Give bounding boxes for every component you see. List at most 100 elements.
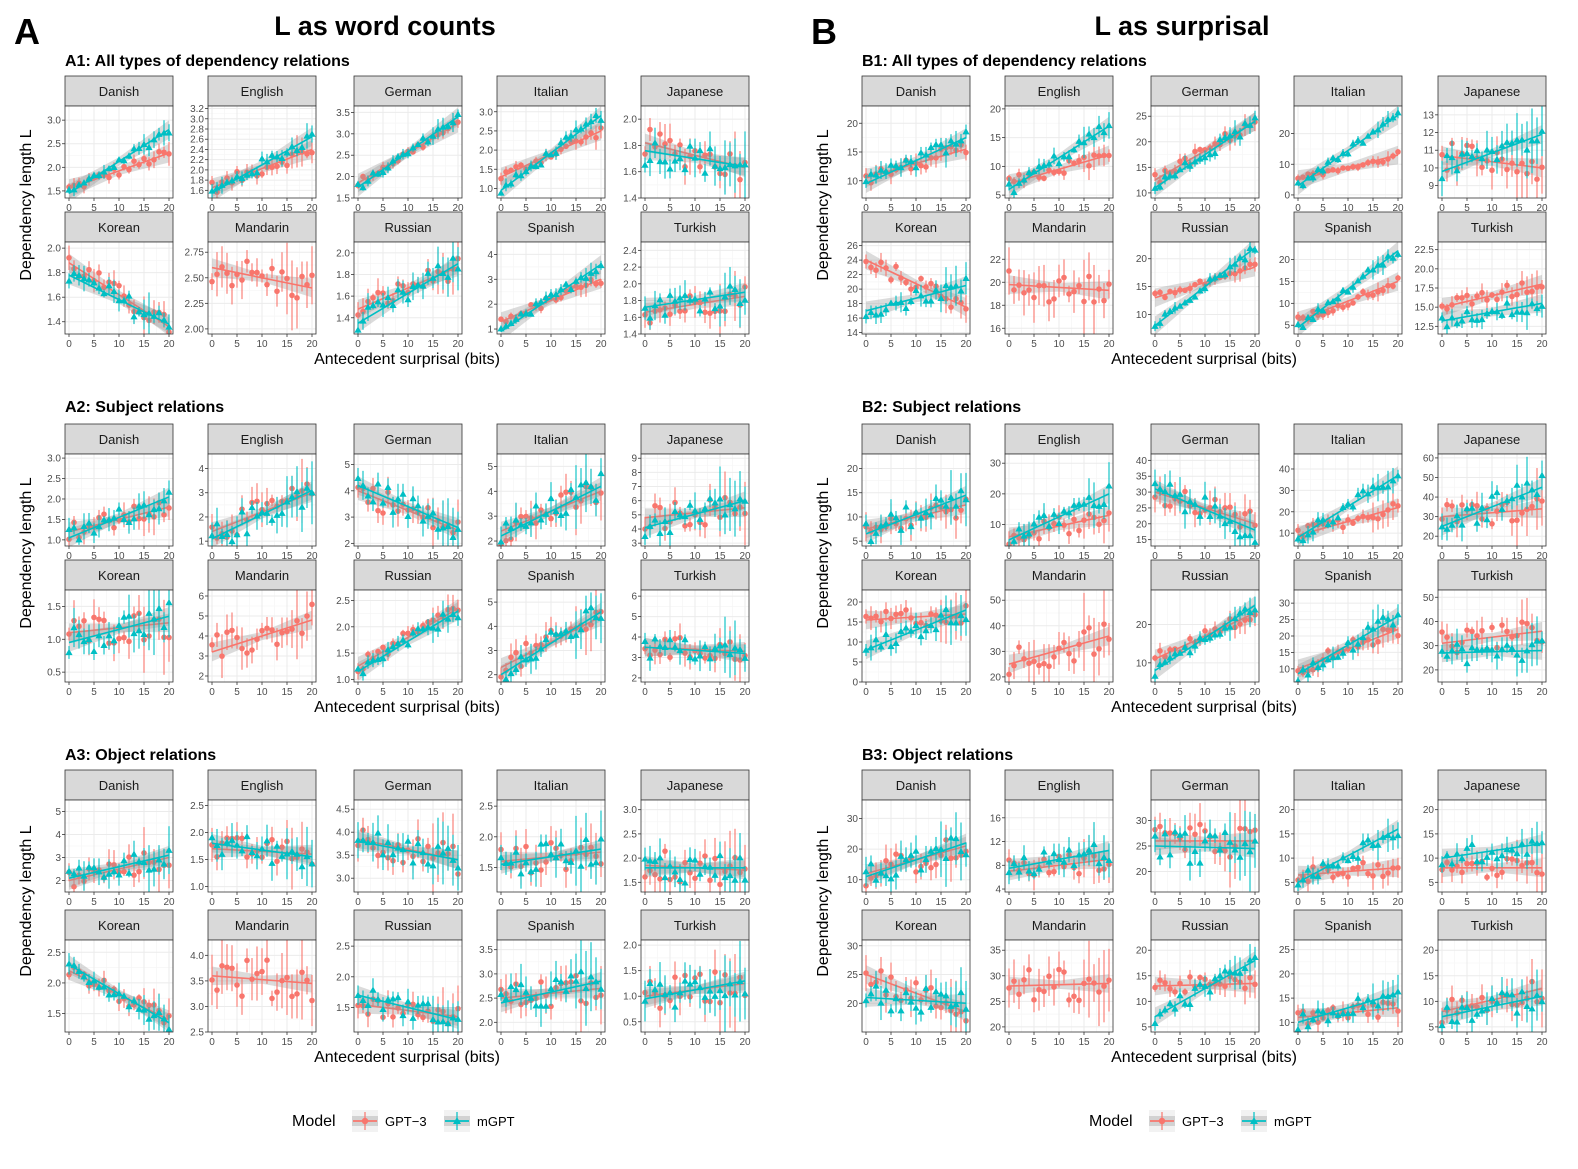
mgpt-fit-line	[68, 128, 170, 194]
gpt3-point	[1101, 297, 1107, 304]
mgpt-point	[110, 163, 118, 170]
panel-border	[496, 799, 606, 893]
mgpt-point	[1065, 152, 1073, 160]
facet-label: Japanese	[667, 778, 723, 793]
data-layer	[354, 978, 462, 1032]
gpt3-point	[1345, 302, 1351, 308]
x-tick-label: 15	[427, 339, 439, 350]
panel-border	[640, 453, 750, 547]
mgpt-fit-line	[357, 262, 459, 324]
mgpt-point	[577, 481, 585, 488]
mgpt-point	[379, 1005, 387, 1013]
mgpt-point	[399, 636, 407, 643]
mgpt-point	[80, 522, 88, 530]
gpt3-point	[209, 179, 215, 186]
mgpt-point	[711, 871, 719, 878]
y-tick-label: 2.0	[623, 279, 637, 290]
y-tick-label: 10	[1423, 163, 1435, 174]
x-tick-label: 10	[545, 551, 557, 562]
y-tick-label: 15	[1279, 277, 1291, 288]
mgpt-point	[711, 304, 719, 312]
mgpt-point	[676, 154, 684, 162]
gpt3-point	[893, 263, 899, 270]
mgpt-fit-line	[211, 489, 313, 540]
mgpt-point	[877, 166, 885, 173]
x-tick-label: 10	[402, 687, 414, 698]
mgpt-fit-line	[68, 963, 170, 1024]
mgpt-point	[308, 860, 316, 867]
data-layer	[498, 590, 605, 682]
gpt3-point	[518, 513, 524, 520]
y-tick-label: 2	[487, 670, 493, 681]
mgpt-point	[65, 525, 73, 532]
gpt3-point	[672, 636, 678, 642]
mgpt-point	[721, 163, 729, 171]
y-tick-label: 4.0	[190, 951, 204, 962]
gpt3-point	[224, 629, 230, 636]
y-tick-label: 3.0	[47, 116, 61, 127]
mgpt-point	[213, 520, 221, 527]
mgpt-point	[424, 138, 432, 145]
section-title: A1: All types of dependency relations	[65, 53, 350, 70]
gpt3-point	[244, 854, 250, 860]
gpt3-fit-line	[1008, 283, 1110, 292]
y-tick-label: 2.0	[47, 244, 61, 255]
x-tick-label: 10	[689, 203, 701, 214]
mgpt-point	[537, 840, 545, 847]
x-tick-label: 10	[256, 1037, 268, 1048]
gpt3-fit-line	[865, 259, 967, 308]
gpt3-point	[279, 269, 285, 275]
y-tick-label: 5	[55, 807, 61, 818]
mgpt-point	[1513, 136, 1521, 143]
mgpt-point	[238, 508, 246, 515]
x-tick-label: 5	[91, 551, 97, 562]
gpt3-point	[682, 650, 688, 656]
y-tick-label: 1.8	[190, 176, 204, 187]
x-tick-label: 20	[1249, 203, 1261, 214]
gpt3-point	[1091, 152, 1097, 158]
mgpt-point	[110, 636, 118, 644]
x-tick-label: 5	[523, 897, 529, 908]
mgpt-point	[90, 279, 98, 286]
gpt3-point	[1439, 151, 1445, 158]
gpt3-point	[259, 171, 265, 177]
gpt3-point	[264, 281, 270, 288]
mgpt-point	[85, 276, 93, 283]
x-tick-label: 10	[545, 339, 557, 350]
mgpt-point	[1070, 146, 1078, 153]
x-tick-label: 15	[570, 687, 582, 698]
facet-english: English 1 2 3 4 0 5 10 15 20	[198, 423, 318, 562]
y-tick-label: 3.0	[479, 969, 493, 980]
x-tick-label: 5	[380, 687, 386, 698]
mgpt-fit-line	[644, 646, 746, 655]
gpt3-point	[365, 651, 371, 658]
y-tick-label: 15.0	[1415, 303, 1435, 314]
y-tick-label: 2.4	[623, 246, 637, 257]
mgpt-point	[641, 637, 649, 644]
mgpt-point	[150, 865, 158, 872]
gpt3-point	[239, 277, 245, 283]
mgpt-point	[1369, 128, 1377, 135]
y-tick-label: 1.8	[336, 270, 350, 281]
x-tick-label: 20	[960, 203, 972, 214]
x-tick-label: 5	[91, 1037, 97, 1048]
gpt3-point	[420, 1014, 426, 1021]
gpt3-point	[657, 131, 663, 137]
y-tick-label: 5	[631, 612, 637, 623]
y-tick-label: 2.0	[623, 941, 637, 952]
mgpt-point	[582, 607, 590, 614]
mgpt-point	[736, 854, 744, 861]
facet-strip	[207, 559, 317, 591]
facet-strip	[496, 211, 606, 243]
mgpt-point	[85, 519, 93, 526]
data-layer	[1438, 106, 1546, 198]
gpt3-point	[923, 164, 929, 170]
gpt3-point	[523, 843, 529, 850]
mgpt-point	[449, 254, 457, 261]
gpt3-point	[1031, 294, 1037, 301]
y-tick-label: 3	[198, 652, 204, 663]
legend: Model GPT−3 mGPT	[292, 1110, 515, 1132]
x-tick-label: 20	[595, 551, 607, 562]
mgpt-point	[922, 297, 930, 304]
